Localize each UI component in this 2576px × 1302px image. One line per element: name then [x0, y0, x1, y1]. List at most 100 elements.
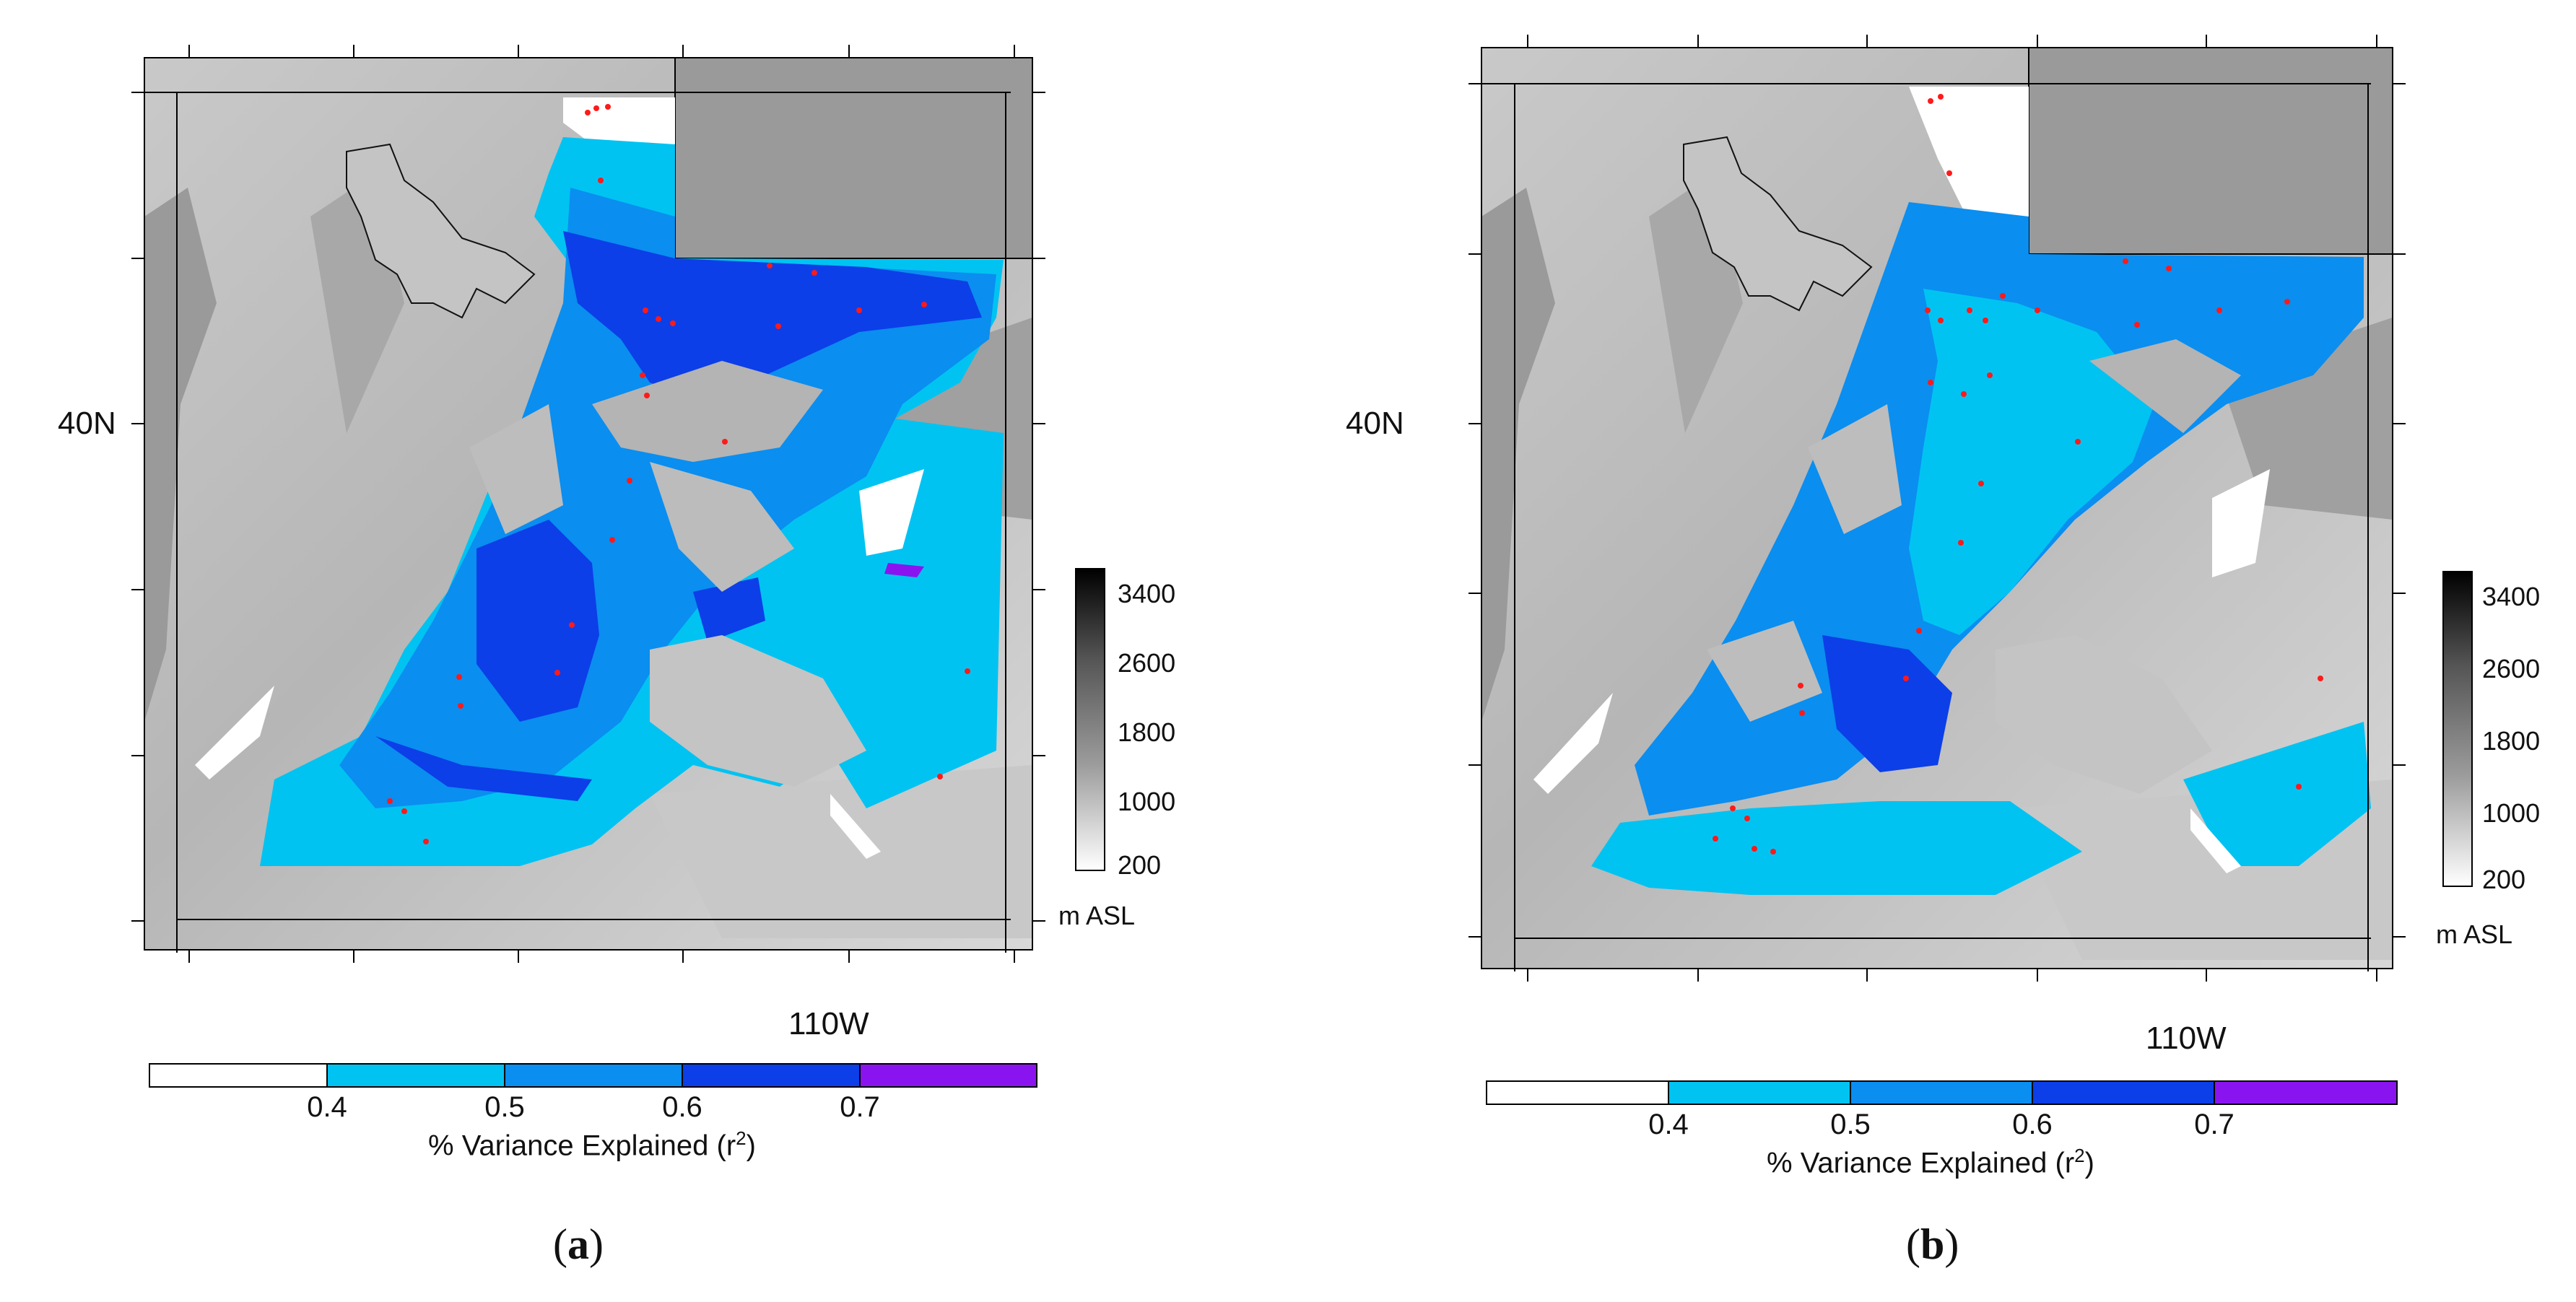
- station-marker: [656, 316, 661, 322]
- terrain-mask: [1707, 621, 1822, 722]
- variance-bin-0.4-0.5: [1668, 1080, 1851, 1105]
- elevation-tick: 1000: [1118, 787, 1176, 816]
- station-marker: [605, 104, 611, 110]
- r2-region: [1822, 635, 1952, 772]
- station-marker: [2296, 784, 2302, 790]
- r2-region: [563, 231, 982, 404]
- panel-caption: (b): [1906, 1220, 1959, 1268]
- station-marker: [458, 703, 464, 709]
- station-marker: [1730, 805, 1736, 811]
- r2-region: [375, 736, 592, 801]
- panel-a: 40N 110W 3400 2600 1800 1000 200 m ASL 0…: [58, 45, 1176, 1268]
- station-marker: [2216, 307, 2222, 313]
- station-marker: [921, 302, 927, 307]
- lon-label: 110W: [2146, 1021, 2227, 1056]
- station-marker: [2318, 676, 2323, 681]
- station-marker: [1938, 94, 1944, 100]
- station-marker: [670, 320, 676, 326]
- station-marker: [644, 393, 650, 398]
- terrain-mask: [1808, 404, 1902, 534]
- r2-region: [2190, 808, 2241, 873]
- r2-region: [563, 97, 675, 144]
- station-marker: [1928, 98, 1933, 104]
- panel-caption: (a): [553, 1220, 604, 1268]
- panel-b: 40N 110W 3400 2600 1800 1000 200 m ASL 0…: [1288, 0, 2576, 1302]
- map-a: [131, 45, 1105, 1088]
- terrain-mask: [2089, 339, 2241, 433]
- station-marker: [2035, 307, 2040, 313]
- station-marker: [1744, 816, 1750, 821]
- r2-region: [2183, 722, 2371, 866]
- title-sup: 2: [2074, 1145, 2085, 1166]
- variance-colorbar-title: % Variance Explained (r2): [1767, 1145, 2094, 1179]
- station-marker: [2166, 266, 2172, 271]
- station-marker: [2123, 258, 2128, 264]
- terrain-ridge: [1481, 188, 1555, 722]
- station-marker: [1713, 836, 1718, 842]
- elevation-tick: 1800: [2482, 726, 2541, 756]
- station-marker: [937, 774, 943, 779]
- terrain-mask: [650, 635, 866, 787]
- station-marker: [856, 307, 862, 313]
- elevation-unit: m ASL: [2436, 919, 2513, 949]
- variance-tick: 0.6: [662, 1091, 702, 1123]
- station-marker: [1770, 849, 1776, 855]
- r2-region: [2212, 469, 2270, 577]
- r2-region: [1909, 87, 2029, 224]
- station-marker: [1798, 683, 1803, 689]
- variance-tick: 0.5: [1830, 1109, 1871, 1140]
- elevation-tick: 1800: [1118, 717, 1176, 747]
- station-marker: [627, 478, 632, 484]
- inset-box: [674, 57, 1033, 259]
- station-marker: [585, 110, 591, 115]
- map-frame: [144, 57, 1033, 951]
- variance-bin-0.4-0.5: [326, 1063, 505, 1088]
- station-marker: [456, 674, 462, 680]
- station-markers: [387, 104, 970, 844]
- station-marker: [569, 622, 575, 628]
- station-marker: [1946, 170, 1952, 176]
- terrain-mask: [650, 462, 794, 592]
- lat-label: 40N: [1346, 406, 1404, 441]
- r2-region: [1909, 289, 2154, 635]
- variance-tick: 0.7: [840, 1091, 880, 1123]
- elevation-tick: 200: [1118, 850, 1162, 880]
- title-end: ): [746, 1130, 756, 1162]
- station-marker: [2284, 299, 2290, 305]
- variance-bin-gt-0.7: [859, 1063, 1037, 1088]
- r2-region: [830, 794, 881, 859]
- station-marker: [1967, 307, 1972, 313]
- station-marker: [1916, 628, 1922, 634]
- variance-bin-0.5-0.6: [504, 1063, 683, 1088]
- lake-outline: [346, 143, 536, 319]
- station-marker: [2134, 322, 2140, 328]
- station-marker: [1752, 846, 1757, 852]
- title-main: % Variance Explained (r: [1767, 1147, 2075, 1179]
- variance-bin-0.6-0.7: [682, 1063, 861, 1088]
- variance-bin-0.5-0.6: [1850, 1080, 2033, 1105]
- variance-tick: 0.4: [1648, 1109, 1689, 1140]
- elevation-tick: 3400: [2482, 582, 2541, 611]
- station-marker: [2075, 439, 2081, 445]
- station-marker: [1928, 380, 1933, 385]
- axis-ticks: [131, 45, 1045, 963]
- terrain-mask: [469, 404, 563, 534]
- caption-letter: a: [567, 1220, 589, 1268]
- elevation-tick: 2600: [2482, 654, 2541, 683]
- station-marker: [1961, 391, 1967, 397]
- station-marker: [1978, 481, 1984, 486]
- axis-ticks: [1468, 35, 2406, 982]
- title-end: ): [2084, 1147, 2094, 1179]
- lat-label: 40N: [58, 406, 116, 441]
- station-marker: [965, 668, 970, 674]
- variance-tick: 0.7: [2194, 1109, 2235, 1140]
- variance-bin-0.6-0.7: [2032, 1080, 2215, 1105]
- lake-outline: [1683, 136, 1873, 312]
- r2-region: [693, 577, 765, 642]
- variance-tick: 0.5: [484, 1091, 525, 1123]
- terrain-mask: [592, 361, 823, 462]
- station-markers: [1713, 94, 2323, 855]
- station-marker: [643, 307, 648, 313]
- variance-bin-gt-0.7: [2214, 1080, 2398, 1105]
- station-marker: [1987, 372, 1993, 378]
